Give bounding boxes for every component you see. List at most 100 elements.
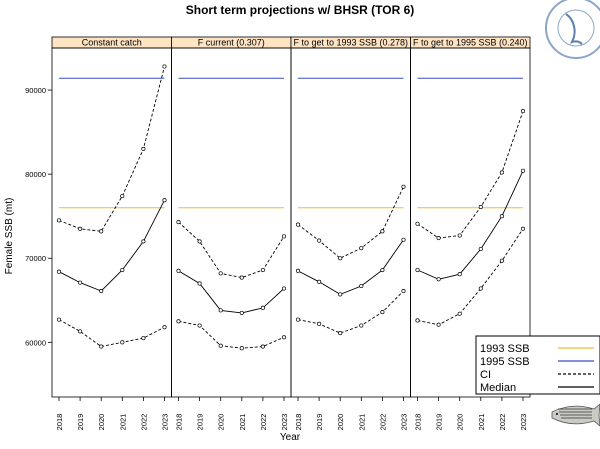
median-point: [415, 267, 420, 273]
x-tick-label: 2019: [76, 414, 85, 431]
median-point: [295, 268, 301, 273]
ci-point: [281, 335, 287, 340]
ci-point: [520, 226, 526, 231]
median-point: [78, 280, 83, 285]
median-line: [417, 170, 524, 280]
x-tick-label: 2023: [280, 414, 289, 431]
ci-point: [197, 239, 202, 244]
ci-point: [359, 323, 364, 328]
ci-point: [359, 246, 364, 251]
x-tick-label: 2023: [519, 414, 528, 431]
ci-point: [415, 221, 420, 226]
ci-point: [338, 331, 343, 336]
median-point: [499, 214, 504, 219]
x-tick-label: 2020: [456, 414, 465, 431]
ci-point: [317, 321, 322, 326]
ci-point: [380, 310, 385, 315]
median-point: [359, 283, 364, 289]
median-point: [260, 305, 265, 310]
x-tick-label: 2020: [336, 414, 345, 431]
y-tick-label: 90000: [25, 86, 46, 95]
ci-point: [499, 170, 504, 175]
x-tick-label: 2020: [97, 414, 106, 431]
x-tick-label: 2022: [378, 414, 387, 431]
x-tick-label: 2021: [238, 414, 247, 431]
panel-strip-label: Constant catch: [82, 38, 142, 48]
x-tick-label: 2022: [139, 414, 148, 431]
median-point: [457, 272, 462, 277]
ci-point: [120, 193, 125, 199]
x-tick-label: 2023: [161, 414, 170, 431]
x-tick-label: 2022: [498, 414, 507, 431]
median-point: [338, 292, 343, 297]
x-axis-label: Year: [280, 432, 301, 443]
median-line: [297, 239, 404, 295]
median-point: [401, 237, 406, 242]
panel-frame: [171, 47, 292, 398]
ci-point: [162, 64, 167, 69]
ci-point: [499, 258, 504, 263]
ci-point: [295, 222, 301, 227]
median-line: [178, 270, 285, 314]
legend-box: [475, 335, 600, 395]
median-point: [317, 279, 322, 284]
ci-point: [176, 220, 181, 225]
ci-point: [317, 238, 322, 243]
x-tick-label: 2020: [217, 414, 226, 431]
median-point: [239, 310, 244, 315]
ci-line: [417, 228, 524, 326]
ci-point: [260, 344, 265, 349]
ci-point: [338, 256, 343, 261]
median-point: [99, 288, 104, 294]
median-point: [120, 267, 125, 273]
median-point: [281, 286, 287, 291]
legend-label: 1993 SSB: [480, 343, 530, 355]
ci-point: [56, 317, 62, 322]
ci-point: [218, 271, 223, 276]
y-tick-label: 80000: [25, 170, 46, 179]
ci-point: [141, 146, 146, 151]
panel-frame: [410, 47, 531, 398]
x-tick-label: 2021: [357, 414, 366, 431]
ci-line: [417, 110, 524, 239]
ci-point: [415, 318, 420, 323]
median-point: [218, 308, 223, 313]
panel-1: Constant catch: [51, 36, 172, 398]
ci-line: [297, 186, 404, 259]
panel-strip-label: F current (0.307): [198, 38, 265, 48]
ci-point: [457, 233, 462, 238]
legend-label: 1995 SSB: [480, 356, 530, 368]
ci-point: [520, 109, 526, 114]
legend-label: Median: [480, 382, 516, 394]
seal-coastline: [565, 13, 583, 45]
x-tick-label: 2019: [196, 414, 205, 431]
ci-point: [120, 340, 125, 345]
y-axis-label: Female SSB (mt): [4, 198, 15, 275]
median-point: [197, 281, 202, 286]
ci-point: [380, 229, 385, 234]
x-tick-label: 2023: [400, 414, 409, 431]
ci-point: [478, 286, 483, 291]
y-tick-label: 60000: [25, 338, 46, 347]
median-point: [176, 268, 181, 273]
axes-layer: 2018 2019 2020 2021 2022 2023 2018 2019 2020 2021…: [25, 86, 528, 430]
seal-inner-ring: [557, 9, 595, 47]
ci-point: [197, 323, 202, 328]
ci-point: [401, 288, 406, 294]
median-point: [141, 239, 146, 244]
ci-point: [218, 343, 223, 348]
panel-frame: [290, 47, 411, 398]
ci-point: [99, 344, 104, 349]
ci-point: [141, 336, 146, 341]
ci-point: [78, 329, 83, 334]
ci-point: [99, 229, 104, 234]
median-point: [56, 269, 62, 274]
panels-layer: Constant catch F current (0.307) F to get …: [51, 36, 531, 398]
median-line: [58, 199, 165, 292]
panel-2: F current (0.307): [171, 36, 292, 398]
ci-point: [436, 322, 441, 327]
ci-line: [178, 320, 285, 349]
median-point: [520, 168, 526, 173]
x-tick-label: 2018: [55, 414, 64, 431]
